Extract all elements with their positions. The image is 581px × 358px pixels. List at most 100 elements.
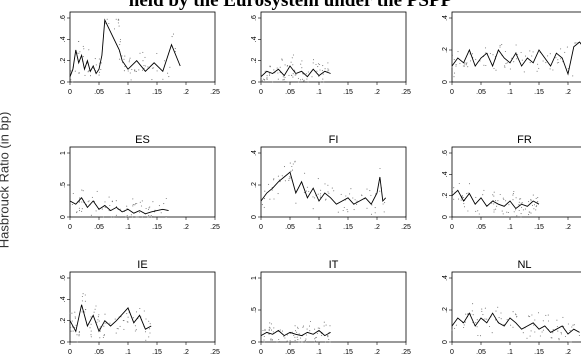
scatter-point	[328, 338, 330, 340]
scatter-point	[126, 208, 128, 210]
scatter-point	[148, 215, 150, 217]
scatter-point	[324, 199, 327, 201]
x-tick-label: .15	[152, 89, 162, 96]
scatter-point	[484, 47, 487, 49]
scatter-point	[303, 80, 305, 82]
scatter-point	[328, 192, 330, 194]
scatter-point	[343, 206, 345, 209]
scatter-point	[484, 307, 486, 309]
scatter-point	[317, 193, 319, 195]
scatter-point	[531, 55, 533, 57]
scatter-point	[148, 207, 150, 209]
scatter-point	[558, 339, 560, 341]
x-tick-label: .1	[125, 224, 131, 231]
scatter-point	[354, 199, 356, 201]
scatter-point	[316, 70, 318, 72]
scatter-point	[109, 204, 111, 207]
scatter-point	[277, 78, 279, 80]
scatter-point	[319, 327, 321, 329]
scatter-point	[319, 195, 321, 197]
scatter-point	[290, 170, 292, 172]
scatter-point	[465, 63, 467, 65]
scatter-point	[535, 209, 537, 211]
scatter-point	[108, 210, 110, 212]
scatter-point	[119, 38, 122, 41]
x-tick-label: .05	[94, 89, 104, 96]
scatter-point	[96, 321, 98, 323]
scatter-point	[475, 196, 477, 198]
scatter-point	[314, 341, 316, 343]
scatter-point	[94, 58, 96, 60]
x-tick-label: .1	[316, 224, 322, 231]
scatter-point	[140, 205, 143, 207]
scatter-point	[117, 328, 119, 330]
scatter-point	[91, 196, 93, 198]
scatter-point	[524, 55, 527, 57]
scatter-point	[278, 338, 280, 341]
scatter-point	[534, 331, 536, 333]
scatter-point	[286, 340, 288, 342]
y-tick-label: 0	[251, 340, 258, 344]
scatter-point	[135, 311, 138, 313]
x-tick-label: .2	[183, 224, 189, 231]
scatter-point	[98, 74, 100, 76]
scatter-point	[464, 321, 466, 323]
scatter-point	[524, 208, 526, 210]
scatter-point	[573, 324, 575, 326]
plot-frame	[260, 271, 407, 343]
scatter-point	[269, 327, 271, 329]
scatter-point	[149, 206, 151, 208]
scatter-point	[304, 341, 306, 343]
scatter-point	[115, 200, 117, 202]
scatter-point	[151, 67, 153, 69]
scatter-point	[284, 337, 286, 339]
scatter-point	[455, 65, 457, 67]
scatter-point	[478, 213, 480, 215]
scatter-point	[99, 330, 101, 332]
scatter-point	[493, 67, 495, 70]
scatter-point	[468, 183, 471, 185]
scatter-point	[76, 334, 78, 336]
y-tick-label: .6	[251, 15, 258, 21]
scatter-point	[569, 330, 571, 332]
scatter-point	[117, 19, 119, 21]
scatter-point	[297, 77, 299, 79]
scatter-point	[132, 204, 134, 206]
scatter-point	[317, 327, 319, 329]
scatter-point	[499, 193, 501, 196]
scatter-point	[316, 332, 318, 335]
scatter-point	[383, 211, 385, 213]
scatter-point	[95, 210, 97, 212]
y-tick-label: .6	[60, 15, 67, 21]
scatter-point	[567, 67, 569, 70]
scatter-point	[289, 332, 291, 335]
scatter-point	[493, 209, 495, 211]
x-tick-label: .25	[401, 89, 411, 96]
scatter-point	[325, 324, 327, 326]
scatter-point	[174, 48, 176, 50]
scatter-point	[570, 341, 572, 343]
scatter-point	[574, 42, 576, 44]
scatter-point	[542, 329, 544, 331]
scatter-point	[312, 59, 315, 61]
series-line	[69, 197, 169, 215]
scatter-point	[90, 330, 92, 332]
scatter-point	[129, 57, 131, 59]
scatter-point	[269, 66, 271, 68]
scatter-point	[81, 300, 83, 302]
scatter-point	[523, 71, 525, 73]
scatter-point	[529, 316, 531, 318]
scatter-point	[272, 331, 274, 333]
scatter-point	[567, 323, 569, 325]
scatter-point	[529, 335, 531, 337]
scatter-point	[463, 324, 465, 326]
scatter-point	[537, 63, 539, 65]
scatter-point	[134, 203, 137, 205]
series-line	[69, 18, 181, 77]
scatter-point	[463, 65, 465, 67]
scatter-point	[349, 193, 351, 195]
scatter-point	[123, 320, 125, 322]
scatter-point	[95, 305, 97, 307]
y-tick-label: .2	[442, 307, 449, 313]
scatter-point	[119, 44, 121, 46]
